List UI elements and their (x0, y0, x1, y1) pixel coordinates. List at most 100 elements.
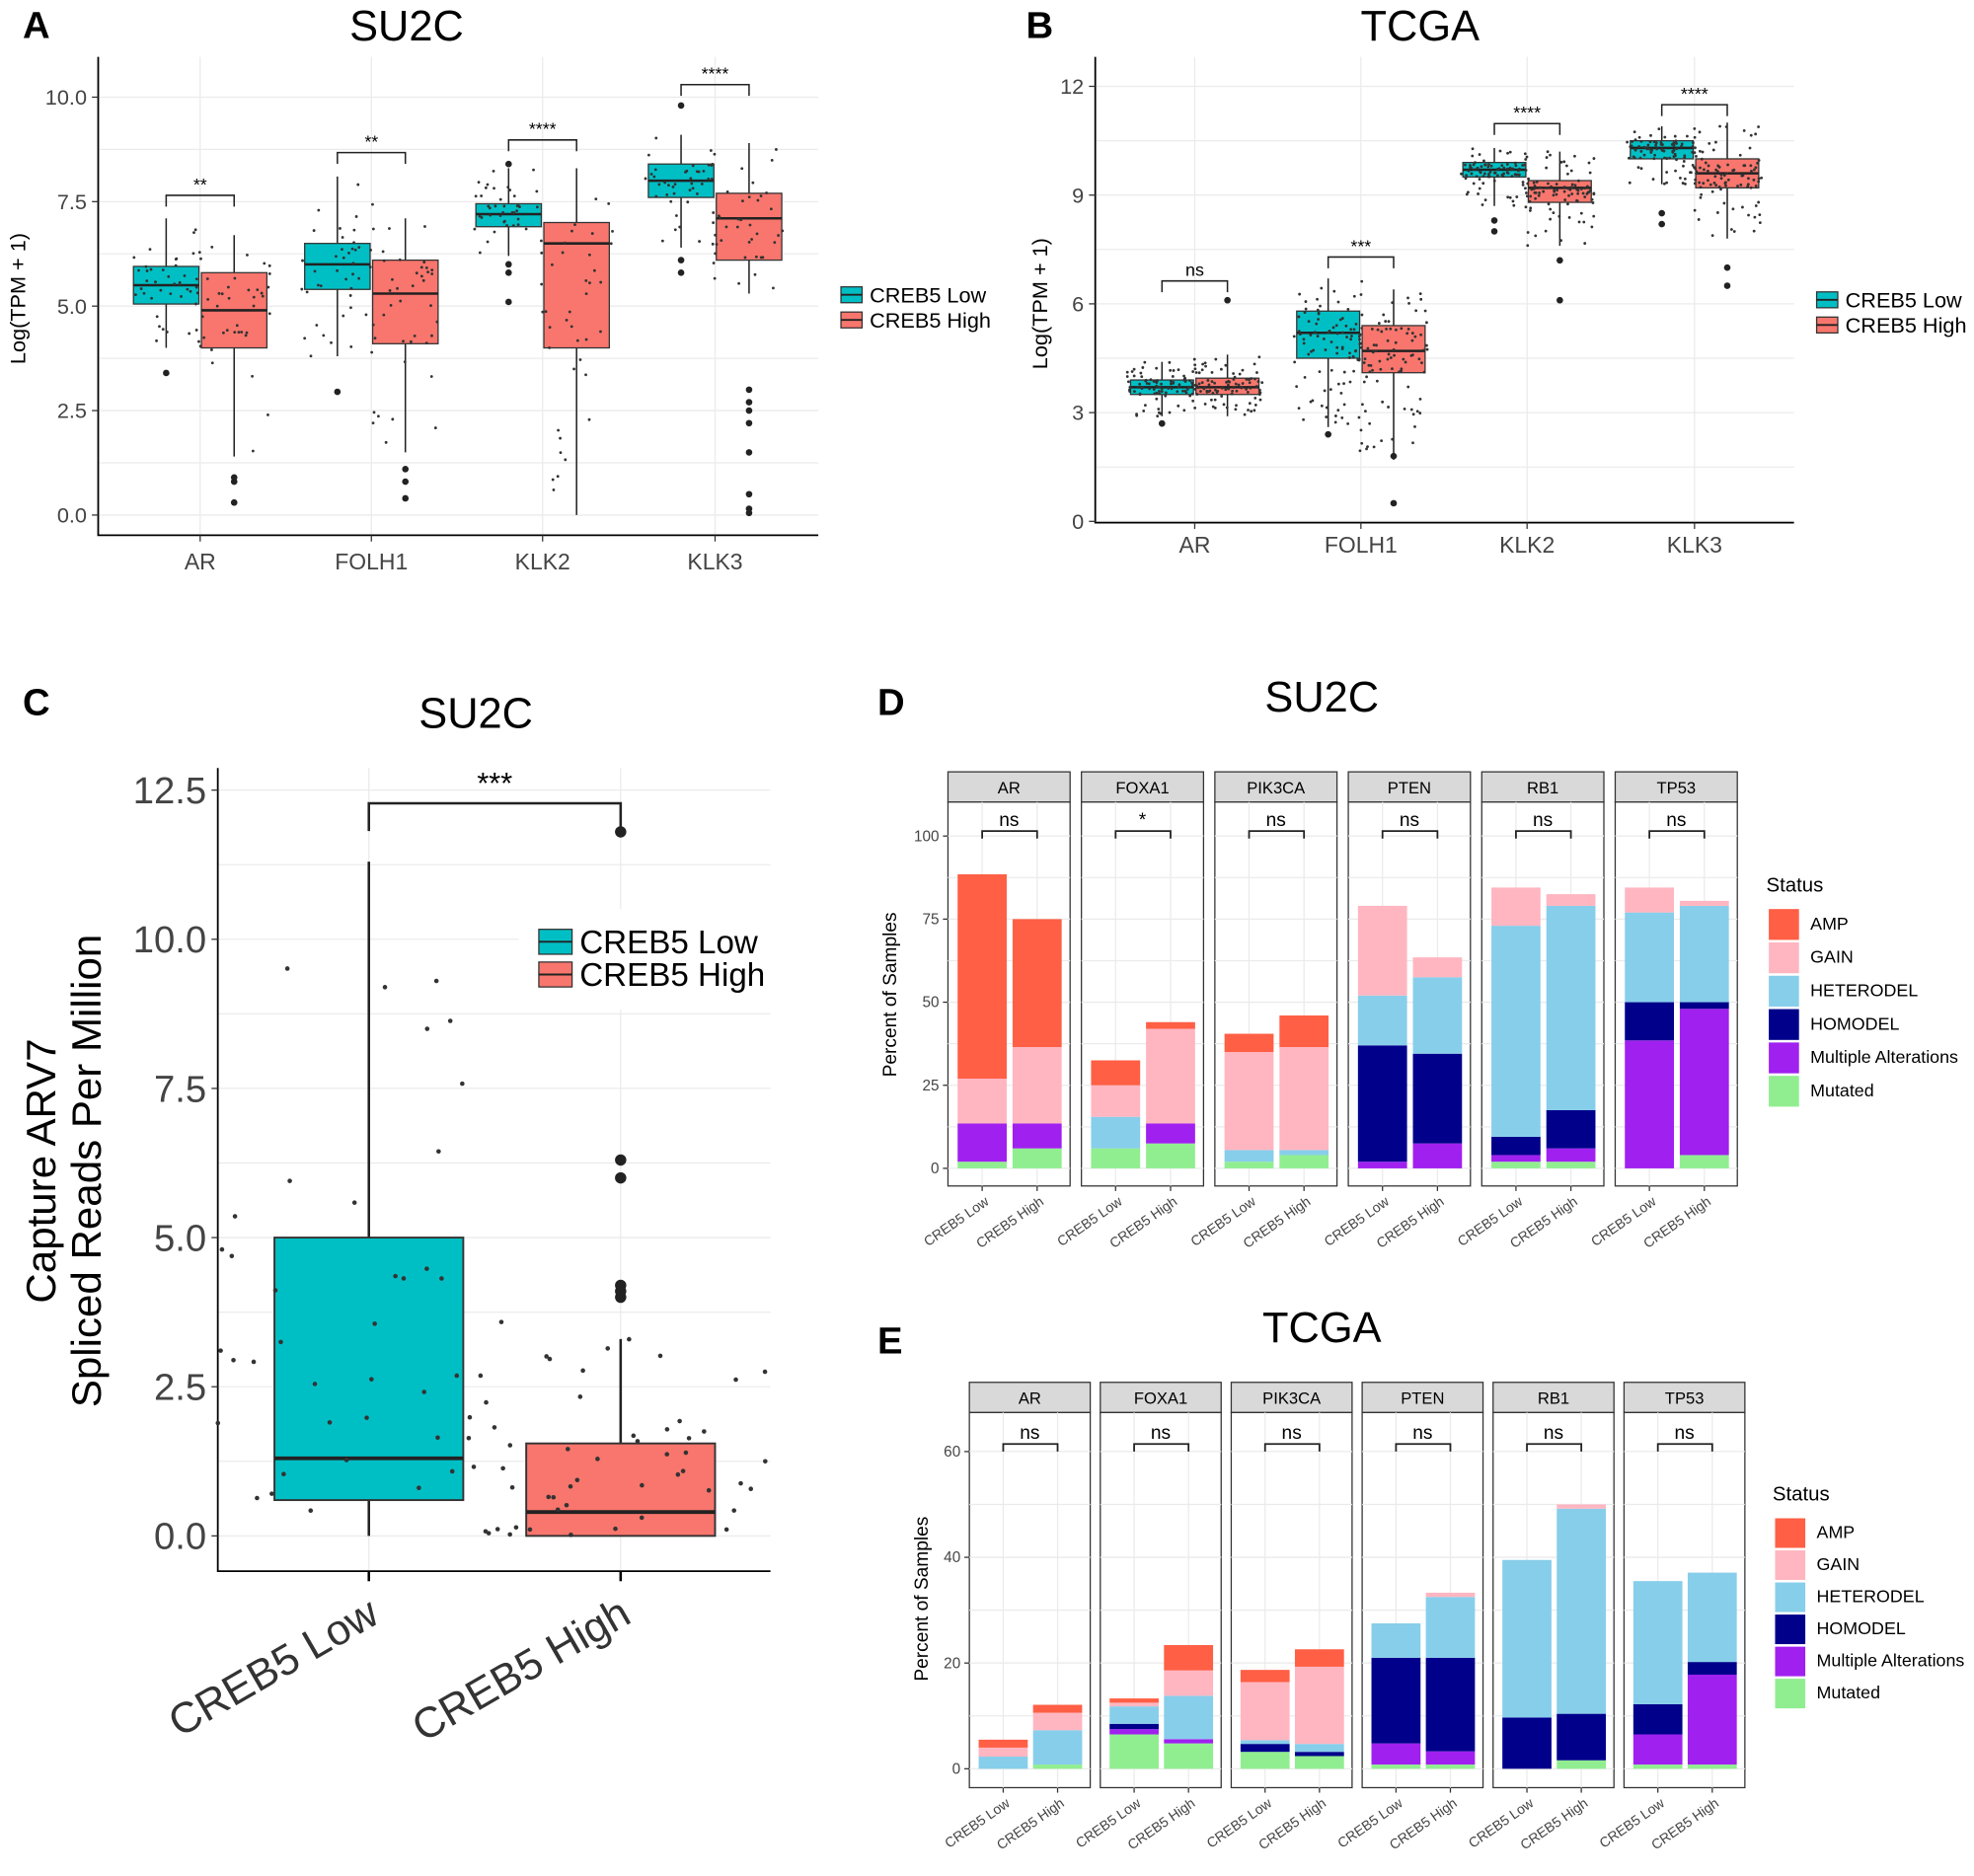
facet-strip (1480, 771, 1605, 803)
jitter-point (1318, 370, 1322, 373)
jitter-point (1157, 411, 1161, 414)
jitter-point (435, 1435, 440, 1441)
legend-key (1769, 1076, 1799, 1107)
jitter-point (770, 158, 774, 162)
legend-label: Multiple Alterations (1810, 1047, 1958, 1067)
jitter-point (1372, 343, 1376, 347)
jitter-point (1391, 437, 1395, 441)
jitter-point (1746, 185, 1750, 188)
jitter-point (1523, 152, 1527, 156)
panel-label: E (877, 1319, 903, 1362)
jitter-point (1646, 143, 1650, 147)
jitter-point (1521, 181, 1525, 184)
jitter-point (508, 188, 511, 191)
jitter-point (349, 286, 353, 290)
jitter-point (1575, 198, 1578, 202)
jitter-point (1316, 308, 1320, 312)
jitter-point (1340, 415, 1344, 419)
jitter-point (1195, 393, 1199, 396)
jitter-point (594, 197, 598, 201)
outlier-point (745, 419, 753, 427)
jitter-point (1125, 370, 1129, 374)
jitter-point (1636, 166, 1640, 170)
jitter-point (1680, 144, 1683, 148)
bar-segment-amp (957, 873, 1007, 1079)
significance-bracket (337, 151, 407, 165)
panel-C: C SU2C 0.0 2.5 5.0 7.5 10.0 12.5 Capture ARV7Spl… (18, 682, 771, 1752)
jitter-point (222, 331, 225, 335)
facet-label: FOXA1 (1115, 779, 1169, 797)
jitter-point (565, 1447, 570, 1452)
jitter-point (1183, 380, 1187, 383)
jitter-point (1222, 403, 1226, 407)
jitter-point (1192, 357, 1196, 361)
jitter-point (1589, 188, 1592, 192)
jitter-point (712, 262, 716, 264)
jitter-point (391, 417, 395, 421)
jitter-point (1297, 315, 1301, 319)
jitter-point (1671, 150, 1675, 154)
jitter-point (1410, 338, 1414, 342)
jitter-point (1754, 185, 1758, 188)
jitter-point (1693, 135, 1697, 139)
jitter-point (570, 229, 573, 233)
jitter-point (1258, 391, 1262, 395)
jitter-point (1336, 300, 1340, 304)
jitter-point (1256, 380, 1260, 383)
panel-B: B TCGA 0 3 6 9 12 Log(TPM + 1) ns AR *** FOLH1 **** K… (1026, 3, 1967, 558)
outlier-point (504, 160, 512, 168)
jitter-point (548, 326, 552, 330)
facet-strip (1623, 1382, 1746, 1414)
chart-title: TCGA (1262, 1305, 1382, 1352)
jitter-point (1297, 330, 1301, 334)
jitter-point (1188, 379, 1191, 383)
jitter-point (1492, 179, 1496, 183)
jitter-point (1302, 417, 1305, 421)
jitter-point (1534, 234, 1538, 238)
axis-lines (216, 768, 771, 1572)
jitter-point (1480, 203, 1484, 206)
jitter-point (1583, 242, 1587, 245)
jitter-point (161, 328, 165, 332)
jitter-point (349, 306, 352, 310)
jitter-point (1552, 193, 1556, 197)
box (525, 1442, 717, 1538)
y-tick-label: 6 (1072, 291, 1084, 316)
jitter-point (1210, 380, 1214, 384)
jitter-point (352, 228, 356, 232)
jitter-point (134, 293, 137, 297)
jitter-point (1739, 183, 1743, 187)
jitter-point (1378, 359, 1382, 363)
jitter-point (421, 1389, 426, 1394)
jitter-point (1517, 169, 1520, 173)
jitter-point (1716, 164, 1720, 168)
jitter-point (769, 207, 773, 211)
bar-segment-heterodel (1556, 1508, 1607, 1714)
jitter-point (1489, 164, 1493, 168)
jitter-point (1155, 366, 1159, 370)
jitter-point (1638, 156, 1642, 160)
bar-segment-homodel (1679, 1002, 1729, 1010)
jitter-point (1632, 156, 1636, 160)
significance-label: ns (1666, 810, 1686, 831)
jitter-point (1700, 192, 1704, 196)
jitter-point (1372, 445, 1376, 449)
legend-label: CREB5 High (579, 957, 765, 994)
jitter-point (1336, 382, 1340, 386)
y-axis-label: Log(TPM + 1) (1027, 238, 1052, 369)
jitter-point (1684, 183, 1687, 186)
jitter-point (389, 304, 393, 307)
jitter-point (1482, 159, 1485, 163)
bar-segment-gain (1357, 905, 1407, 996)
jitter-point (1375, 343, 1378, 347)
jitter-point (421, 278, 425, 282)
jitter-point (1665, 171, 1669, 174)
jitter-point (1512, 203, 1516, 207)
significance-bracket (1493, 122, 1561, 135)
jitter-point (1570, 183, 1574, 187)
jitter-point (1665, 181, 1669, 185)
jitter-point (1626, 140, 1630, 144)
